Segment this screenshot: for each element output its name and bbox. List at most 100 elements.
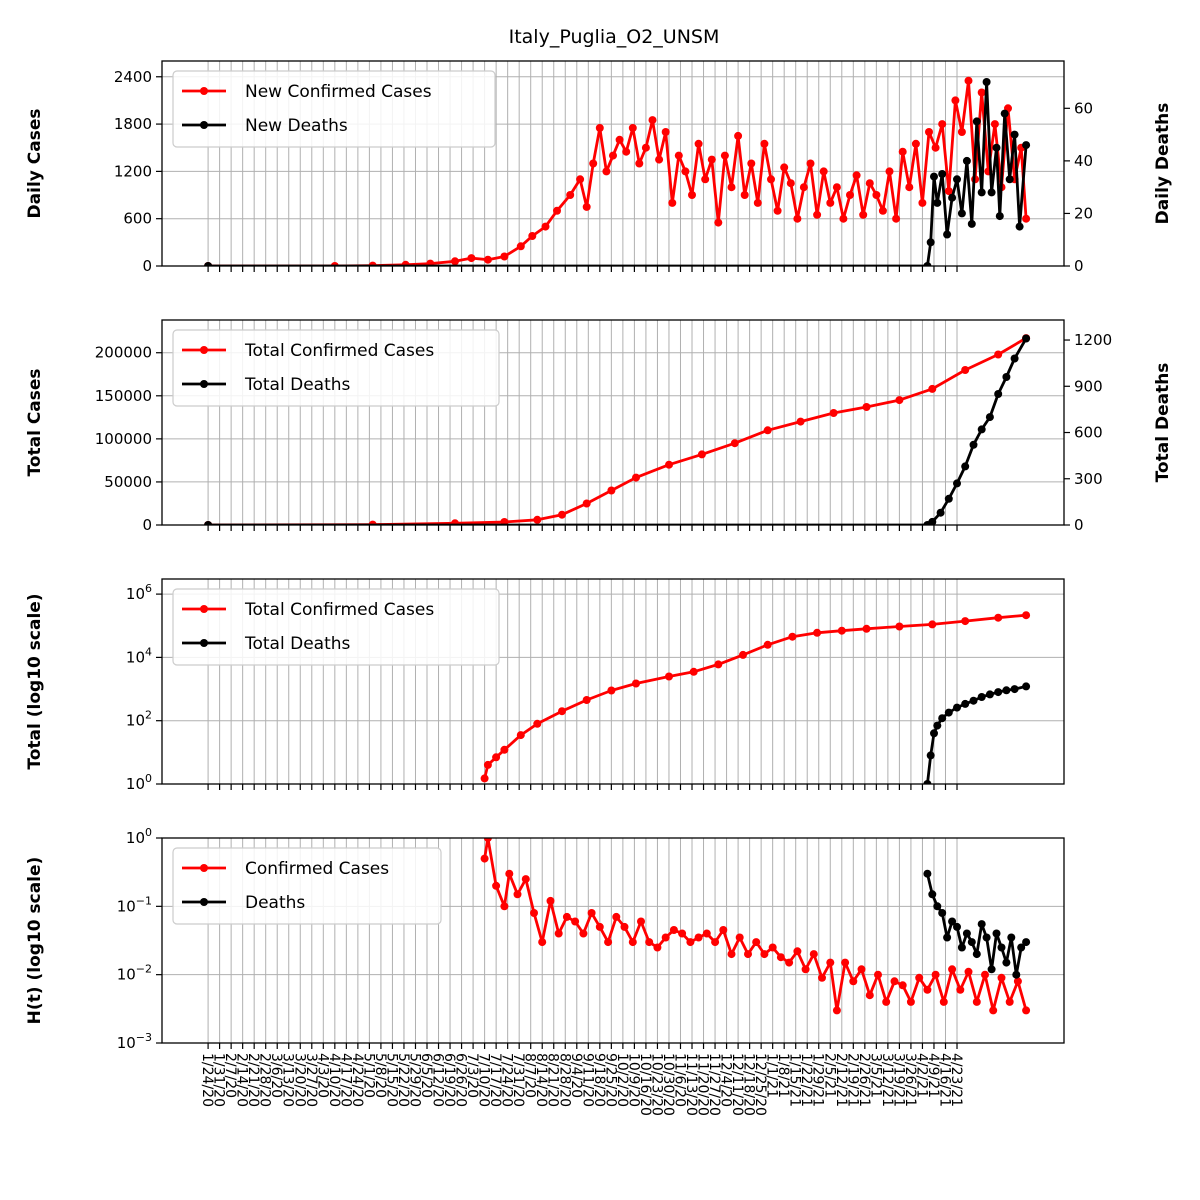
- series-point: [957, 209, 966, 218]
- series-point: [734, 131, 743, 140]
- y-tick-label-right: 900: [1074, 377, 1103, 395]
- series-point: [763, 640, 772, 649]
- x-tick-label: 2/14/20: [234, 1053, 250, 1107]
- series-point: [841, 958, 850, 967]
- series-point: [829, 409, 838, 417]
- series-point: [546, 896, 555, 905]
- series-point: [752, 938, 761, 947]
- series-point: [931, 143, 940, 152]
- x-tick-label: 4/24/20: [349, 1053, 365, 1107]
- series-point: [655, 155, 664, 164]
- series-point: [799, 183, 808, 192]
- series-point: [632, 473, 640, 482]
- series-total-0: [204, 334, 1031, 525]
- series-point: [938, 714, 947, 723]
- series-point: [806, 159, 815, 168]
- legend-entry: Deaths: [245, 893, 305, 913]
- legend-box: [172, 847, 442, 925]
- y-tick-label-right: 40: [1074, 152, 1093, 170]
- x-tick-label: 4/9/21: [925, 1053, 941, 1098]
- series-point: [720, 151, 729, 160]
- series-point: [595, 124, 604, 132]
- x-tick-label: 11/27/20: [706, 1053, 722, 1116]
- series-point: [602, 167, 611, 176]
- x-tick-label: 9/25/20: [602, 1053, 618, 1107]
- x-tick-label: 12/4/20: [718, 1053, 734, 1107]
- x-tick-label: 3/5/21: [867, 1053, 883, 1098]
- x-tick-label: 12/18/20: [741, 1053, 757, 1116]
- series-point: [665, 460, 673, 469]
- plot-frame: [161, 60, 1065, 267]
- series-point: [948, 965, 957, 974]
- x-tick-label: 8/14/20: [533, 1053, 549, 1107]
- series-point: [1010, 130, 1019, 139]
- series-point: [977, 425, 986, 434]
- y-axis-title-left: Daily Cases: [25, 109, 45, 219]
- series-point: [994, 350, 1003, 359]
- series-point: [554, 929, 563, 938]
- series-total-log-1: [923, 682, 1031, 784]
- series-point: [969, 696, 978, 705]
- series-point: [1002, 958, 1011, 967]
- series-point: [1007, 933, 1016, 942]
- x-tick-label: 7/3/20: [464, 1053, 480, 1098]
- series-total-1: [204, 334, 1031, 525]
- series-point: [961, 462, 970, 471]
- x-tick-label: 11/13/20: [683, 1053, 699, 1116]
- x-tick-label: 4/23/21: [948, 1053, 964, 1107]
- series-point: [928, 384, 937, 393]
- series-point: [943, 230, 952, 239]
- y-tick-label-left: 106: [126, 582, 152, 603]
- series-point: [767, 175, 775, 184]
- legend-entry: Total Confirmed Cases: [244, 341, 434, 361]
- series-point: [985, 413, 994, 422]
- x-tick-label: 3/27/20: [303, 1053, 319, 1107]
- series-point: [694, 139, 703, 148]
- series-point: [997, 973, 1006, 982]
- series-point: [948, 193, 957, 202]
- series-point: [898, 147, 907, 156]
- legend-entry: New Deaths: [245, 116, 348, 136]
- series-point: [987, 188, 996, 197]
- series-point: [874, 970, 882, 979]
- series-point: [862, 624, 871, 633]
- x-tick-label: 4/17/20: [337, 1053, 353, 1107]
- series-point: [1012, 970, 1021, 979]
- series-point: [1022, 682, 1031, 691]
- legend-swatch-marker: [200, 605, 208, 613]
- series-point: [944, 708, 953, 717]
- series-point: [956, 985, 965, 994]
- x-tick-label: 5/1/20: [360, 1053, 376, 1098]
- series-point: [694, 933, 703, 942]
- series-point: [898, 981, 907, 990]
- legend-swatch-marker: [200, 898, 208, 906]
- series-point: [711, 938, 720, 947]
- series-point: [426, 259, 435, 266]
- series-point: [727, 183, 736, 192]
- series-point: [989, 1006, 998, 1015]
- x-tick-label: 3/26/21: [902, 1053, 918, 1107]
- x-tick-label: 10/2/20: [614, 1053, 630, 1107]
- y-tick-label-left: 1200: [114, 162, 152, 180]
- series-point: [997, 943, 1006, 952]
- series-point: [923, 985, 932, 994]
- series-point: [681, 167, 690, 176]
- series-point: [521, 875, 530, 884]
- series-total-log-0: [480, 611, 1031, 783]
- series-point: [516, 242, 525, 251]
- series-point: [541, 222, 550, 231]
- y-tick-label-left: 0: [142, 516, 152, 534]
- series-point: [964, 967, 973, 976]
- x-tick-label: 7/17/20: [487, 1053, 503, 1107]
- x-tick-label: 3/20/20: [291, 1053, 307, 1107]
- series-point: [982, 933, 991, 942]
- legend-swatch-marker: [200, 380, 208, 388]
- figure-title: Italy_Puglia_O2_UNSM: [509, 26, 720, 48]
- series-point: [928, 517, 937, 525]
- series-point: [492, 881, 501, 890]
- series-point: [744, 950, 752, 959]
- series-point: [925, 128, 933, 136]
- series-point: [1013, 977, 1022, 986]
- series-point: [905, 183, 914, 192]
- series-point: [953, 922, 961, 931]
